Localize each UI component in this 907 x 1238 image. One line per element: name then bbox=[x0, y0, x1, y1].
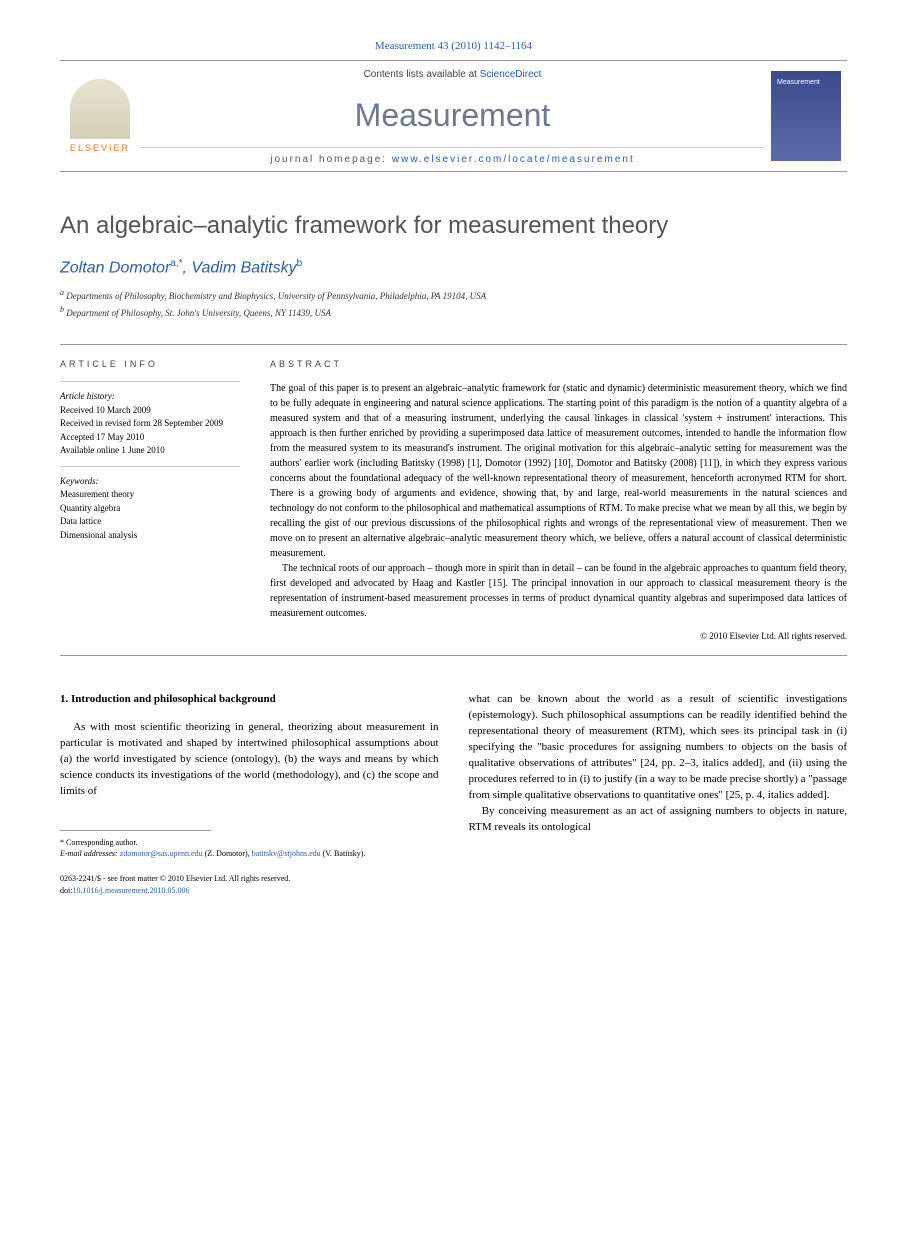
footnote-separator bbox=[60, 830, 211, 837]
contents-list-line: Contents lists available at ScienceDirec… bbox=[140, 61, 765, 84]
journal-cover-thumbnail[interactable]: Measurement bbox=[771, 71, 841, 161]
author-1-sup: a,* bbox=[170, 258, 182, 269]
abstract-heading: ABSTRACT bbox=[270, 359, 847, 369]
abstract-column: ABSTRACT The goal of this paper is to pr… bbox=[270, 345, 847, 655]
article-history-block: Article history: Received 10 March 2009 … bbox=[60, 381, 240, 466]
keywords-block: Keywords: Measurement theory Quantity al… bbox=[60, 466, 240, 551]
accepted-date: Accepted 17 May 2010 bbox=[60, 432, 144, 442]
abstract-p1: The goal of this paper is to present an … bbox=[270, 381, 847, 561]
contents-prefix: Contents lists available at bbox=[364, 69, 480, 80]
sciencedirect-link[interactable]: ScienceDirect bbox=[480, 69, 542, 80]
header-middle: Contents lists available at ScienceDirec… bbox=[140, 61, 765, 171]
affiliations: a Departments of Philosophy, Biochemistr… bbox=[60, 287, 847, 320]
abstract-text: The goal of this paper is to present an … bbox=[270, 381, 847, 621]
homepage-bar: journal homepage: www.elsevier.com/locat… bbox=[140, 147, 765, 171]
issn-line: 0263-2241/$ - see front matter © 2010 El… bbox=[60, 873, 439, 884]
elsevier-label: ELSEVIER bbox=[70, 143, 130, 153]
journal-header: ELSEVIER Contents lists available at Sci… bbox=[60, 60, 847, 172]
article-title: An algebraic–analytic framework for meas… bbox=[60, 212, 847, 240]
footnotes: * Corresponding author. E-mail addresses… bbox=[60, 837, 439, 859]
info-abstract-row: ARTICLE INFO Article history: Received 1… bbox=[60, 344, 847, 656]
body-col2-p1: what can be known about the world as a r… bbox=[469, 692, 848, 804]
footer-block: 0263-2241/$ - see front matter © 2010 El… bbox=[60, 873, 439, 895]
author-2-sup: b bbox=[297, 258, 303, 269]
journal-thumb-label: Measurement bbox=[777, 79, 820, 86]
body-col1-p1: As with most scientific theorizing in ge… bbox=[60, 720, 439, 800]
email-line: E-mail addresses: zdomotor@sas.upenn.edu… bbox=[60, 848, 439, 859]
abstract-copyright: © 2010 Elsevier Ltd. All rights reserved… bbox=[270, 631, 847, 641]
keyword-2: Quantity algebra bbox=[60, 503, 120, 513]
authors-line: Zoltan Domotora,*, Vadim Batitskyb bbox=[60, 258, 847, 277]
article-info-heading: ARTICLE INFO bbox=[60, 359, 240, 369]
body-column-right: what can be known about the world as a r… bbox=[469, 692, 848, 895]
doi-link[interactable]: 10.1016/j.measurement.2010.05.006 bbox=[72, 886, 189, 895]
aff-a-sup: a bbox=[60, 288, 64, 297]
article-info-column: ARTICLE INFO Article history: Received 1… bbox=[60, 345, 240, 655]
body-column-left: 1. Introduction and philosophical backgr… bbox=[60, 692, 439, 895]
keyword-3: Data lattice bbox=[60, 516, 101, 526]
email-2-link[interactable]: batitskv@stjohns.edu bbox=[252, 849, 321, 858]
elsevier-logo[interactable]: ELSEVIER bbox=[60, 61, 140, 171]
journal-name: Measurement bbox=[140, 87, 765, 144]
keyword-1: Measurement theory bbox=[60, 489, 134, 499]
history-label: Article history: bbox=[60, 391, 115, 401]
email-label: E-mail addresses: bbox=[60, 849, 120, 858]
keyword-4: Dimensional analysis bbox=[60, 530, 137, 540]
homepage-link[interactable]: www.elsevier.com/locate/measurement bbox=[392, 154, 635, 165]
corresponding-author-note: * Corresponding author. bbox=[60, 837, 439, 848]
revised-date: Received in revised form 28 September 20… bbox=[60, 418, 223, 428]
keywords-label: Keywords: bbox=[60, 476, 99, 486]
doi-label: doi: bbox=[60, 886, 72, 895]
body-columns: 1. Introduction and philosophical backgr… bbox=[60, 692, 847, 895]
elsevier-tree-icon bbox=[70, 79, 130, 139]
homepage-prefix: journal homepage: bbox=[270, 154, 392, 165]
email-1-link[interactable]: zdomotor@sas.upenn.edu bbox=[120, 849, 203, 858]
body-col2-p2: By conceiving measurement as an act of a… bbox=[469, 804, 848, 836]
journal-reference: Measurement 43 (2010) 1142–1164 bbox=[60, 40, 847, 52]
aff-b-sup: b bbox=[60, 305, 64, 314]
received-date: Received 10 March 2009 bbox=[60, 405, 151, 415]
section-1-heading: 1. Introduction and philosophical backgr… bbox=[60, 692, 439, 708]
author-2[interactable]: Vadim Batitsky bbox=[191, 259, 296, 276]
abstract-p2: The technical roots of our approach – th… bbox=[270, 561, 847, 621]
email-2-name: (V. Batitsky). bbox=[321, 849, 366, 858]
online-date: Available online 1 June 2010 bbox=[60, 445, 165, 455]
email-1-name: (Z. Domotor), bbox=[203, 849, 252, 858]
author-1[interactable]: Zoltan Domotor bbox=[60, 259, 170, 276]
affiliation-b: Department of Philosophy, St. John's Uni… bbox=[66, 308, 331, 318]
affiliation-a: Departments of Philosophy, Biochemistry … bbox=[66, 291, 486, 301]
